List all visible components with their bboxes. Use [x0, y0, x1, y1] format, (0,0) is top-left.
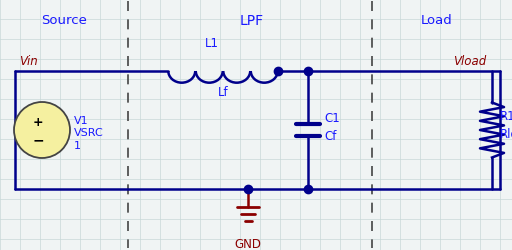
Text: V1: V1	[74, 116, 89, 126]
Text: GND: GND	[234, 237, 262, 250]
Text: −: −	[32, 132, 44, 146]
Text: Source: Source	[41, 14, 87, 27]
Text: L1: L1	[205, 37, 219, 50]
Text: Load: Load	[421, 14, 453, 27]
Text: +: +	[33, 116, 44, 129]
Text: R1: R1	[500, 110, 512, 123]
Text: Vload: Vload	[453, 55, 486, 68]
Text: Vin: Vin	[19, 55, 38, 68]
Text: LPF: LPF	[240, 14, 264, 28]
Text: Cf: Cf	[324, 130, 336, 143]
Text: C1: C1	[324, 112, 340, 125]
Text: 1: 1	[74, 140, 81, 150]
Text: Rload: Rload	[500, 128, 512, 141]
Text: Lf: Lf	[218, 86, 228, 98]
Text: VSRC: VSRC	[74, 128, 104, 138]
Circle shape	[14, 102, 70, 158]
